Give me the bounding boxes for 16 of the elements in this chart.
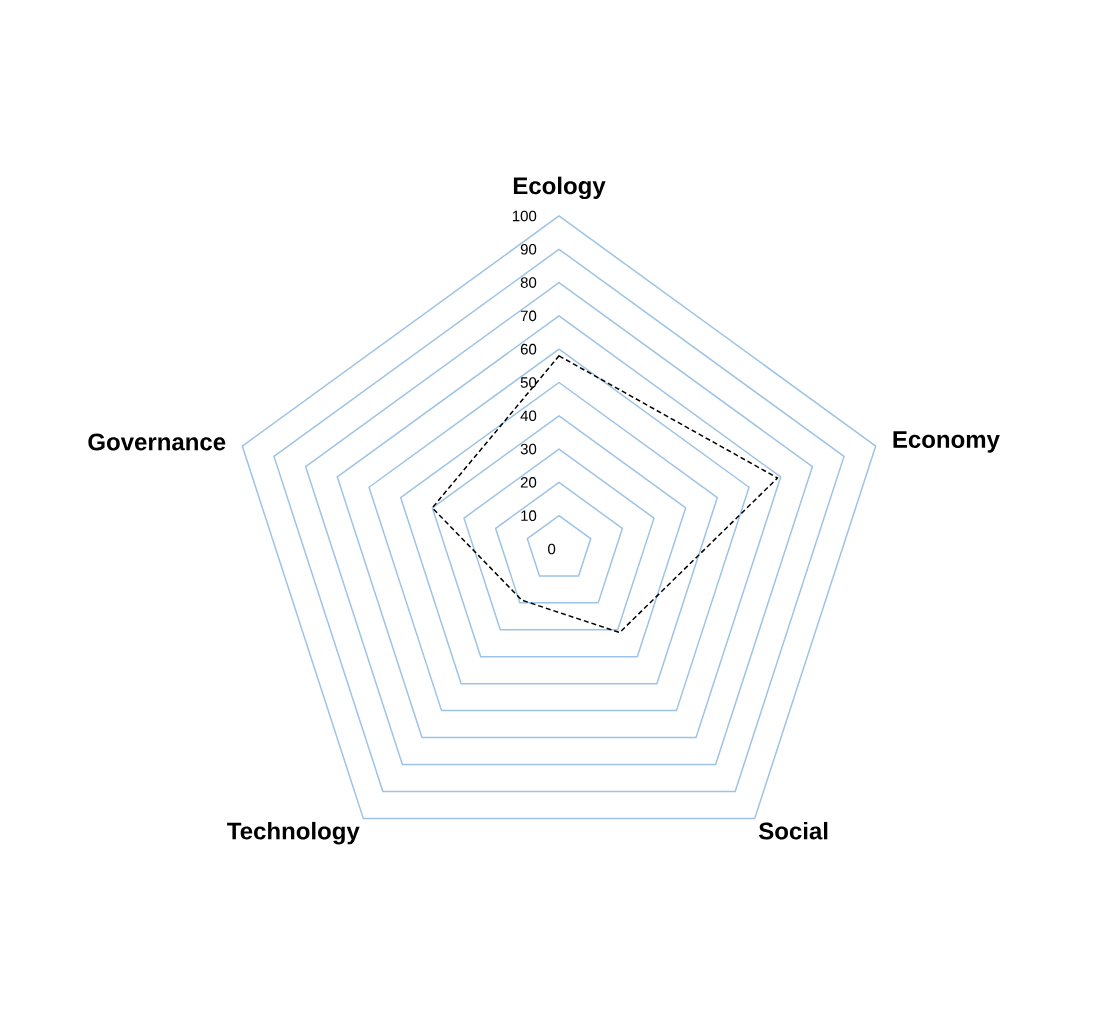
y-tick-label: 10 (521, 510, 537, 521)
spoke-label: Social (758, 821, 828, 840)
y-tick-label: 100 (512, 210, 537, 222)
spoke-label: Governance (88, 433, 226, 451)
spoke-label: Economy (893, 431, 1000, 453)
spoke-label: Ecology (513, 176, 606, 200)
y-tick-label: 50 (520, 377, 537, 388)
y-tick-label: 70 (520, 310, 537, 322)
y-tick-label: 60 (520, 343, 537, 355)
y-tick-label: 90 (520, 243, 537, 255)
y-tick-label: 0 (548, 543, 556, 555)
y-tick-label: 30 (520, 443, 537, 455)
y-tick-label: 40 (520, 410, 537, 422)
y-tick-label: 20 (520, 477, 537, 488)
spoke-label: Technology (227, 821, 360, 845)
y-tick-label: 80 (520, 277, 537, 288)
